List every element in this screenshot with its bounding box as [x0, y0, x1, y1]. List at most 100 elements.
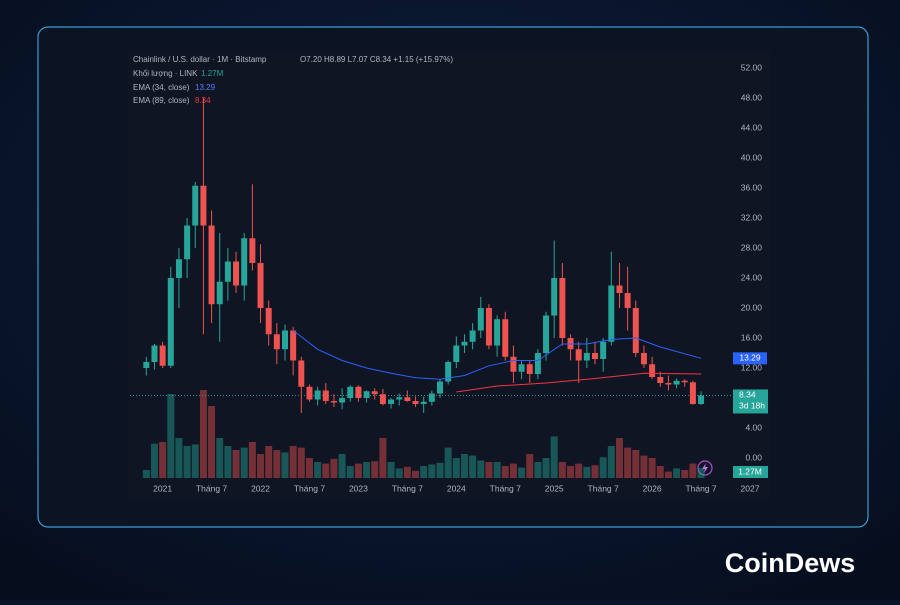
candle-body	[583, 353, 590, 361]
y-tick-label: 44.00	[741, 122, 763, 132]
flash-icon[interactable]	[697, 460, 713, 476]
candle	[649, 356, 656, 380]
volume-bar	[697, 467, 705, 478]
volume-bar	[297, 447, 305, 478]
volume-bar	[632, 450, 640, 478]
candle	[469, 323, 476, 350]
volume-bar	[142, 470, 150, 478]
candle	[273, 323, 280, 365]
candle-body	[192, 185, 199, 226]
x-tick-label: 2021	[153, 483, 172, 493]
candle	[298, 356, 305, 413]
candle-body	[624, 293, 631, 308]
volume-bar	[281, 452, 289, 478]
volume-bar	[265, 446, 273, 478]
candle	[616, 263, 623, 308]
volume-bar	[289, 446, 297, 478]
volume-bar	[273, 450, 281, 478]
x-tick-label: Tháng 7	[294, 483, 325, 493]
candle	[396, 393, 403, 406]
candle	[534, 349, 541, 380]
candle-body	[347, 386, 354, 398]
volume-bar	[338, 454, 346, 478]
candle	[583, 338, 590, 368]
volume-bar	[664, 471, 672, 478]
candle	[412, 396, 419, 407]
candle-body	[363, 391, 370, 398]
candle-body	[208, 225, 215, 305]
candle	[159, 341, 166, 368]
candle	[265, 300, 272, 346]
volume-bar	[412, 470, 420, 478]
candle-body	[265, 308, 272, 335]
candle	[249, 184, 256, 271]
candle	[632, 300, 639, 357]
candle	[200, 98, 207, 335]
candle-body	[543, 315, 550, 353]
candle-body	[290, 330, 297, 361]
candle-body	[167, 278, 174, 366]
volume-bar	[518, 467, 526, 478]
candle	[143, 356, 150, 376]
candle-body	[453, 345, 460, 362]
candle-body	[420, 401, 427, 404]
candle-body	[330, 401, 337, 403]
volume-bar	[501, 466, 509, 478]
candle-body	[273, 334, 280, 350]
candle-body	[233, 261, 240, 286]
volume-bar	[199, 390, 207, 478]
candle-body	[241, 238, 248, 286]
candle-body	[592, 353, 598, 359]
volume-bar	[232, 450, 240, 478]
y-tick-label: 52.00	[741, 62, 763, 72]
ohlc-summary: O7.20 H8.89 L7.07 C8.34 +1.15 (+15.97%)	[300, 55, 453, 64]
candle-body	[200, 185, 207, 226]
candle-body	[379, 394, 386, 404]
x-tick-label: Tháng 7	[392, 483, 423, 493]
candle-body	[437, 381, 443, 394]
volume-bar	[314, 462, 322, 478]
candle	[592, 341, 598, 365]
volume-bar	[216, 438, 224, 478]
x-tick-label: Tháng 7	[490, 483, 521, 493]
ema34-legend: EMA (34, close)	[133, 83, 190, 92]
volume-bar	[477, 460, 485, 478]
volume-bar	[493, 462, 501, 478]
volume-bar	[330, 458, 338, 478]
candle-body	[412, 401, 419, 404]
candle-body	[298, 360, 305, 387]
candle-body	[355, 386, 362, 398]
volume-bar	[183, 446, 191, 478]
ema34-last: 13.29	[195, 83, 216, 92]
candle	[290, 326, 297, 376]
y-tick-label: 32.00	[741, 212, 763, 222]
volume-bar	[159, 442, 167, 478]
volume-bar	[379, 438, 387, 478]
volume-bar	[354, 463, 362, 478]
volume-bar	[534, 462, 542, 478]
candle-body	[681, 380, 688, 383]
volume-bar	[607, 446, 615, 478]
candle	[192, 182, 199, 248]
ema34-badge	[733, 352, 767, 365]
candle	[437, 379, 443, 398]
candle	[167, 266, 174, 368]
volume-bar	[248, 442, 256, 478]
candle	[494, 315, 501, 357]
candle	[526, 360, 533, 383]
chart-panel	[128, 50, 770, 498]
candle-body	[339, 398, 346, 403]
candle-body	[616, 285, 623, 293]
candle	[502, 311, 509, 361]
volume-bar	[191, 444, 199, 478]
candle-body	[428, 393, 435, 402]
volume-bar	[371, 461, 379, 478]
candle-body	[159, 345, 166, 366]
countdown-label: 3d 18h	[739, 401, 765, 411]
volume-bar	[640, 455, 648, 478]
candle-body	[282, 330, 288, 350]
candle-body	[445, 362, 452, 382]
candle-body	[306, 386, 313, 400]
ema-line	[292, 330, 702, 380]
x-tick-label: 2027	[741, 483, 760, 493]
